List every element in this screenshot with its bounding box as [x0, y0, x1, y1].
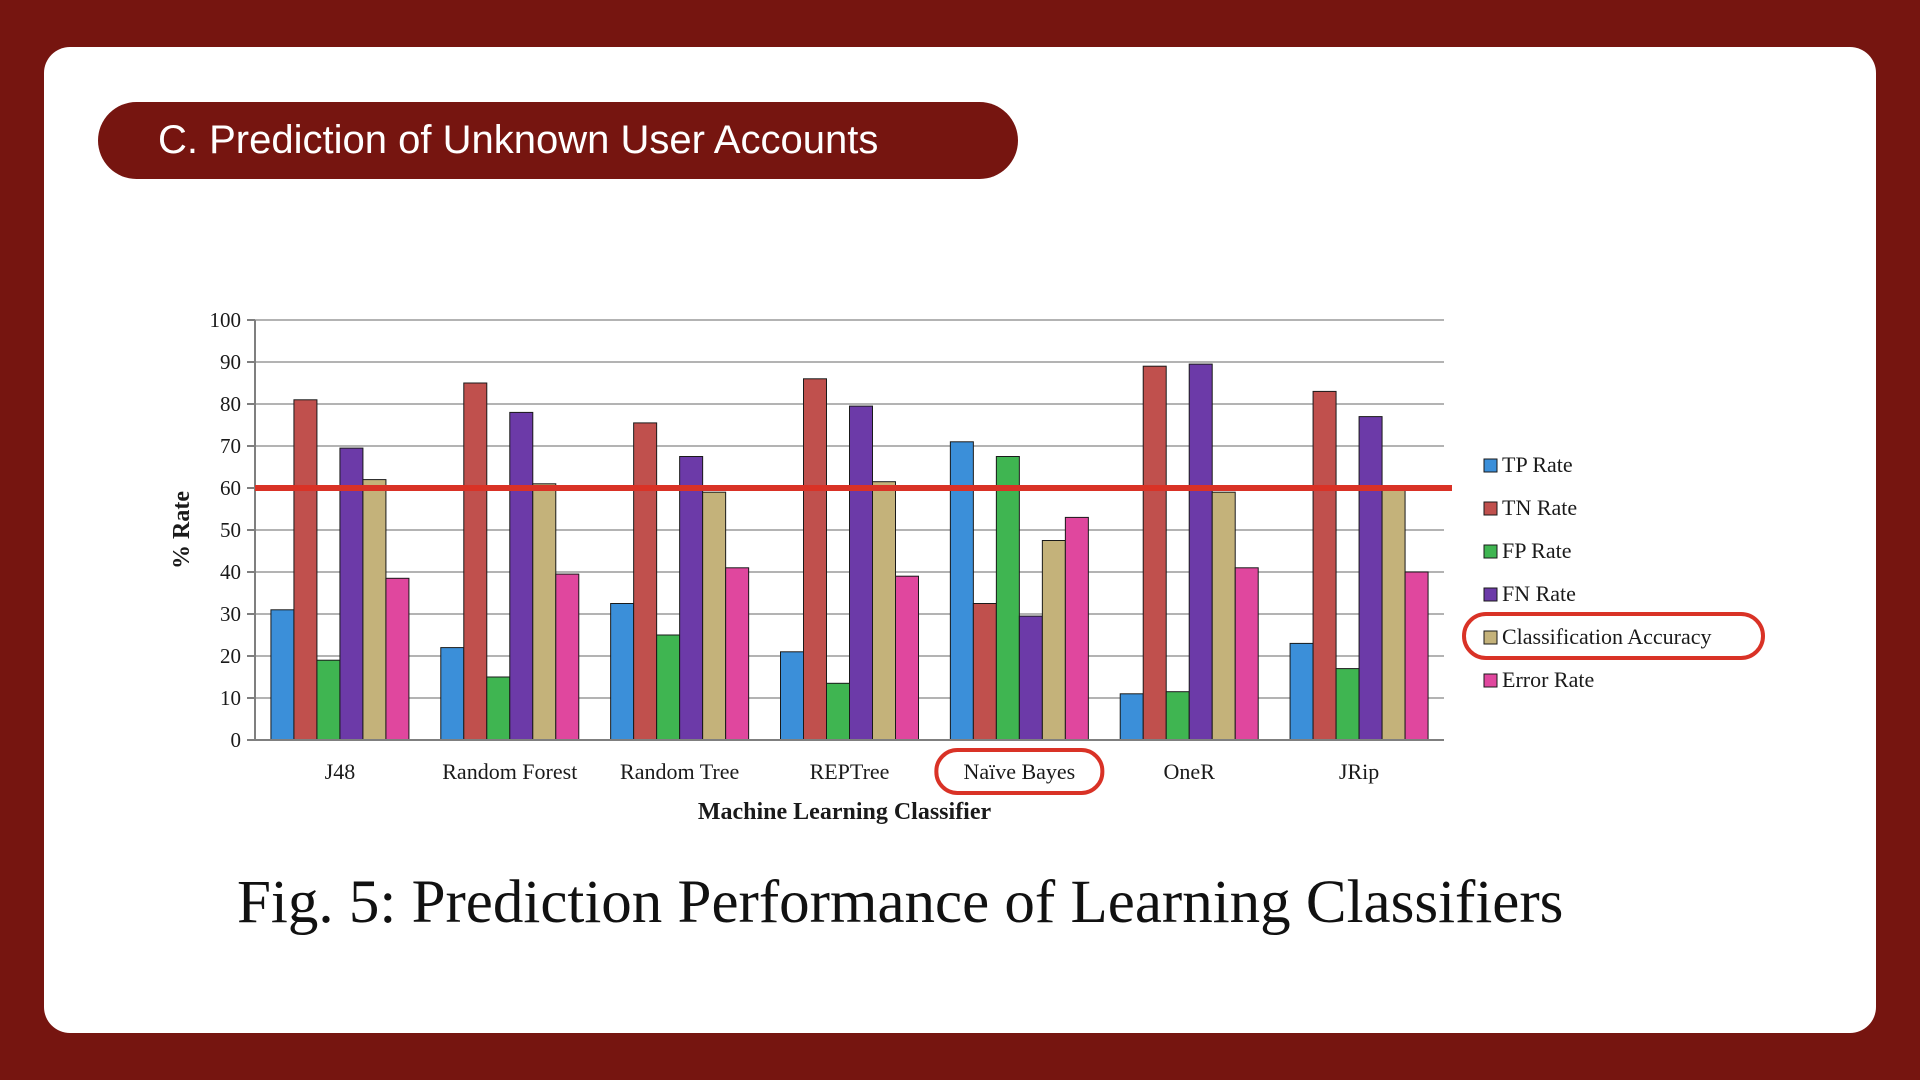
y-tick-label: 100	[210, 308, 242, 332]
x-tick-label-j48: J48	[325, 759, 356, 784]
highlight-ring-legend	[1462, 612, 1765, 660]
bar-error-rate-oner	[1234, 567, 1259, 741]
axes	[254, 320, 1444, 741]
section-title: C. Prediction of Unknown User Accounts	[98, 102, 1018, 179]
bar-fn-rate-random-tree	[679, 456, 704, 741]
bar-error-rate-reptree	[895, 575, 919, 741]
bar-tp-rate-reptree	[780, 651, 804, 741]
legend-swatch-fp-rate	[1483, 544, 1498, 559]
y-tick-label: 50	[220, 518, 241, 542]
bar-fn-rate-reptree	[849, 405, 873, 741]
y-tick-label: 60	[220, 476, 241, 500]
bar-tn-rate-random-forest	[463, 382, 488, 741]
bar-tp-rate-j48	[270, 609, 295, 741]
bar-fn-rate-na-ve-bayes	[1018, 615, 1043, 741]
y-tick-label: 80	[220, 392, 241, 416]
y-tick-label: 40	[220, 560, 241, 584]
legend-swatch-error-rate	[1483, 673, 1498, 688]
bar-tn-rate-jrip	[1312, 390, 1337, 741]
bar-fn-rate-jrip	[1358, 416, 1383, 741]
bar-fp-rate-random-tree	[656, 634, 681, 741]
x-tick-label-reptree: REPTree	[810, 759, 890, 784]
bar-fp-rate-reptree	[826, 682, 850, 741]
legend-label-tp-rate: TP Rate	[1502, 452, 1573, 477]
bar-fp-rate-random-forest	[486, 676, 511, 741]
highlight-ring-category	[934, 748, 1105, 795]
legend-label-fn-rate: FN Rate	[1502, 581, 1576, 606]
legend-label-fp-rate: FP Rate	[1502, 538, 1571, 563]
bar-fn-rate-oner	[1188, 363, 1213, 741]
bar-tp-rate-random-forest	[440, 647, 465, 741]
bar-tn-rate-random-tree	[633, 422, 658, 741]
bar-fn-rate-j48	[339, 447, 364, 741]
x-axis-title: Machine Learning Classifier	[698, 799, 992, 825]
bar-fp-rate-jrip	[1335, 668, 1360, 741]
legend-label-error-rate: Error Rate	[1502, 667, 1594, 692]
bar-classification-accuracy-random-tree	[702, 491, 727, 741]
bar-tp-rate-oner	[1119, 693, 1144, 741]
bars	[270, 363, 1429, 741]
y-tick-label: 0	[231, 728, 242, 752]
grid-lines	[247, 319, 1444, 741]
bar-tn-rate-na-ve-bayes	[972, 603, 997, 741]
y-tick-labels: 0 10 20 30 40 50 60 70 80 90 100	[210, 308, 242, 752]
y-axis-title: % Rate	[169, 491, 195, 569]
bar-tn-rate-reptree	[803, 378, 827, 741]
legend-swatch-classification-accuracy	[1483, 630, 1498, 645]
bar-fp-rate-na-ve-bayes	[995, 456, 1020, 741]
x-tick-label-random-forest: Random Forest	[442, 759, 577, 784]
bar-fp-rate-oner	[1165, 691, 1190, 741]
legend-swatch-tn-rate	[1483, 501, 1498, 516]
bar-classification-accuracy-j48	[362, 479, 387, 741]
bar-error-rate-random-tree	[725, 567, 750, 741]
bar-classification-accuracy-reptree	[872, 481, 896, 741]
x-tick-labels: J48 Random Forest Random Tree REPTree Naïve …	[325, 748, 1379, 795]
bar-classification-accuracy-na-ve-bayes	[1041, 540, 1066, 741]
figure-caption: Fig. 5: Prediction Performance of Learni…	[237, 869, 1564, 936]
bar-fp-rate-j48	[316, 659, 341, 741]
bar-error-rate-jrip	[1404, 571, 1429, 741]
legend-swatch-tp-rate	[1483, 458, 1498, 473]
y-tick-label: 70	[220, 434, 241, 458]
y-tick-label: 30	[220, 602, 241, 626]
legend: TP Rate TN Rate FP Rate FN Rate Classificati…	[1462, 452, 1765, 692]
bar-tp-rate-random-tree	[610, 603, 635, 741]
bar-error-rate-random-forest	[555, 573, 580, 741]
x-tick-label-oner: OneR	[1164, 759, 1216, 784]
x-tick-label-random-tree: Random Tree	[620, 759, 739, 784]
legend-swatch-fn-rate	[1483, 587, 1498, 602]
bar-error-rate-j48	[385, 577, 410, 741]
bar-classification-accuracy-oner	[1211, 491, 1236, 741]
y-tick-label: 10	[220, 686, 241, 710]
bar-classification-accuracy-random-forest	[532, 483, 557, 741]
x-tick-label-na-ve-bayes: Naïve Bayes	[963, 759, 1075, 784]
legend-label-tn-rate: TN Rate	[1502, 495, 1577, 520]
bar-error-rate-na-ve-bayes	[1064, 516, 1089, 741]
bar-tn-rate-j48	[293, 399, 318, 741]
bar-tn-rate-oner	[1142, 365, 1167, 741]
bar-classification-accuracy-jrip	[1381, 487, 1406, 741]
legend-label-classification-accuracy: Classification Accuracy	[1502, 624, 1712, 649]
bar-tp-rate-jrip	[1289, 642, 1314, 741]
y-tick-label: 90	[220, 350, 241, 374]
bar-fn-rate-random-forest	[509, 411, 534, 741]
y-tick-label: 20	[220, 644, 241, 668]
x-tick-label-jrip: JRip	[1339, 759, 1379, 784]
